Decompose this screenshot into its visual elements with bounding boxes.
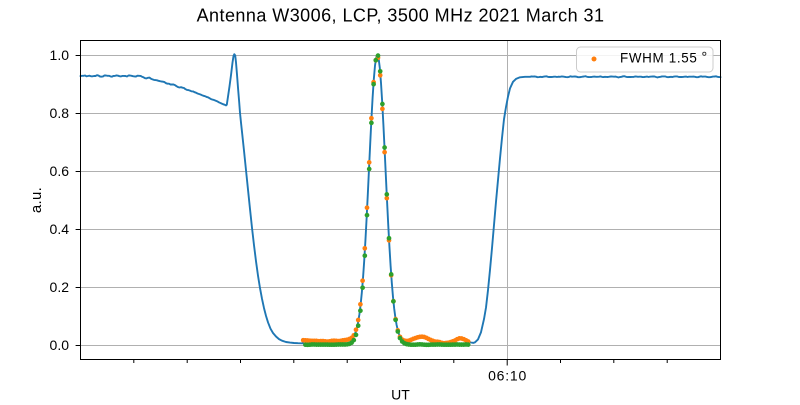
svg-text:Antenna W3006, LCP, 3500 MHz 2: Antenna W3006, LCP, 3500 MHz 2021 March …: [197, 5, 605, 25]
svg-text:0.8: 0.8: [50, 105, 70, 121]
svg-text:0.6: 0.6: [50, 163, 70, 179]
svg-text:0.0: 0.0: [50, 337, 70, 353]
svg-text:1.0: 1.0: [50, 47, 70, 63]
svg-text:FWHM 1.55: FWHM 1.55: [620, 51, 698, 66]
svg-text:06:10: 06:10: [488, 368, 527, 384]
svg-text:a.u.: a.u.: [28, 187, 45, 213]
svg-text:UT: UT: [391, 386, 410, 400]
svg-text:0.2: 0.2: [50, 279, 70, 295]
svg-text:0.4: 0.4: [50, 221, 70, 237]
